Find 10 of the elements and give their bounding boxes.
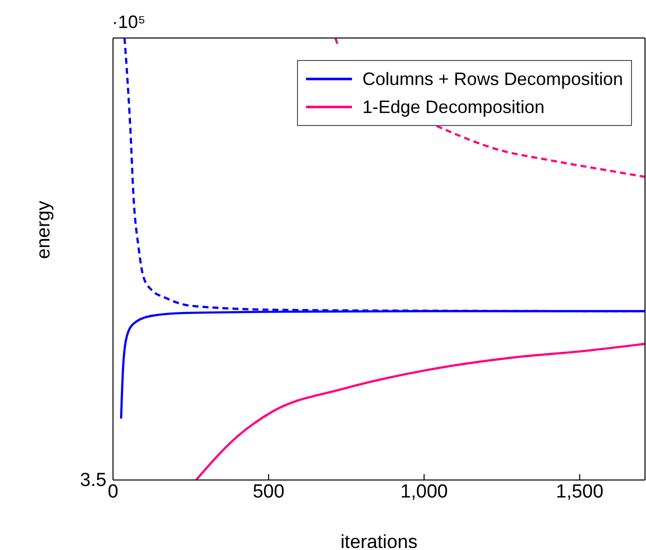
y-axis-title: energy (34, 200, 55, 259)
x-tick-label: 500 (252, 481, 284, 502)
x-axis-title: iterations (340, 532, 418, 550)
text: 3.5 (80, 470, 106, 492)
x-tick-label: 1,500 (556, 481, 604, 502)
x-tick-label: 0 (108, 481, 118, 502)
x-tick-label: 1,000 (400, 481, 448, 502)
text: ·10⁵ (112, 12, 146, 33)
legend-label: 1-Edge Decomposition (362, 96, 544, 118)
legend-label: Columns + Rows Decomposition (362, 68, 623, 90)
